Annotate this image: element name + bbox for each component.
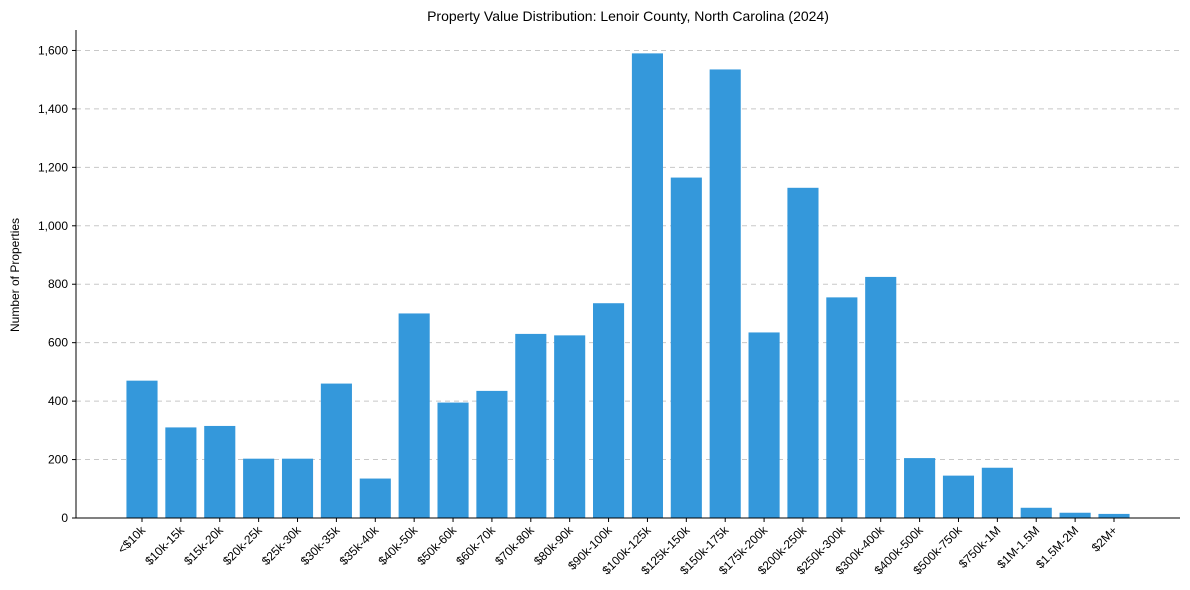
bar-15 [709, 69, 741, 519]
x-tick-label: $10k-15k [142, 523, 188, 569]
x-tick-label: $25k-30k [259, 523, 305, 569]
gridlines [76, 49, 1180, 461]
bar-23 [1020, 507, 1052, 518]
x-tick-label: $35k-40k [337, 523, 383, 569]
y-tick-label: 800 [48, 277, 68, 291]
bar-0 [126, 380, 158, 518]
x-tick-label: $70k-80k [492, 523, 538, 569]
x-tick-label: $15k-20k [181, 523, 227, 569]
axes [75, 30, 1180, 519]
y-tick-label: 400 [48, 394, 68, 408]
y-ticks: 0 200 400 600 800 1,000 1,200 1,400 1,600 [38, 43, 76, 525]
y-axis-label: Number of Properties [8, 218, 22, 332]
x-tick-label: $20k-25k [220, 523, 266, 569]
bar-10 [515, 333, 547, 518]
chart-title: Property Value Distribution: Lenoir Coun… [427, 8, 829, 24]
bar-3 [243, 458, 275, 518]
bar-4 [281, 458, 314, 518]
x-tick-label: $40k-50k [375, 523, 421, 569]
bar-12 [593, 303, 625, 518]
bar-22 [981, 467, 1013, 518]
bar-20 [904, 458, 936, 518]
bar-24 [1059, 512, 1091, 518]
bar-1 [165, 427, 197, 518]
bar-17 [787, 187, 819, 519]
x-tick-label: $50k-60k [414, 523, 460, 569]
x-ticks: <$10k$10k-15k$15k-20k$20k-25k$25k-30k$30… [115, 518, 1120, 577]
bar-2 [204, 425, 236, 518]
y-tick-label: 1,200 [38, 160, 68, 174]
x-tick-label: $1.5M-2M [1033, 523, 1081, 571]
bar-25 [1098, 513, 1130, 518]
y-tick-label: 1,400 [38, 102, 68, 116]
y-tick-label: 600 [48, 336, 68, 350]
bar-7 [398, 313, 430, 518]
y-tick-label: 1,000 [38, 219, 68, 233]
bar-8 [437, 402, 469, 518]
bar-11 [554, 335, 586, 518]
bar-5 [320, 383, 352, 518]
bar-21 [942, 475, 975, 518]
bar-9 [476, 390, 508, 518]
bar-16 [748, 332, 780, 518]
bars [126, 53, 1130, 519]
bar-18 [826, 297, 858, 518]
y-tick-label: 0 [61, 511, 68, 525]
x-tick-label: $60k-70k [453, 523, 499, 569]
y-tick-label: 1,600 [38, 43, 68, 57]
x-tick-label: $2M+ [1089, 523, 1120, 554]
bar-14 [670, 177, 702, 519]
x-tick-label: <$10k [115, 523, 149, 557]
bar-19 [865, 276, 897, 518]
bar-6 [359, 478, 391, 518]
y-tick-label: 200 [48, 453, 68, 467]
bar-13 [631, 53, 663, 518]
x-tick-label: $30k-35k [298, 523, 344, 569]
